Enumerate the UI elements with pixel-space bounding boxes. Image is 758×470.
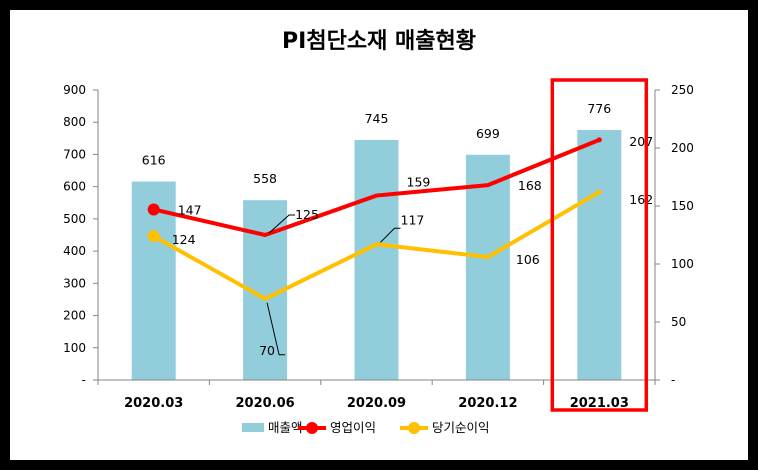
x-tick-label: 2021.03 [570,396,629,411]
right-tick-label: 200 [671,141,694,155]
line-value-label: 124 [172,232,196,247]
x-tick-label: 2020.09 [347,396,406,411]
legend-marker-당기순이익 [408,422,420,434]
line-value-label: 207 [629,134,653,149]
right-tick-label: 250 [671,83,694,97]
right-tick-label: 150 [671,199,694,213]
left-tick-label: 100 [63,341,86,355]
marker-영업이익 [147,203,160,216]
bar-value-label: 745 [365,111,389,126]
left-tick-label: 800 [63,115,86,129]
marker-당기순이익 [147,230,160,243]
bar-series [131,129,622,380]
line-value-label: 125 [295,207,319,222]
right-tick-label: 50 [671,315,686,329]
chart-frame: PI첨단소재 매출현황 900 800 700 600 500 400 300 200 100 -… [10,10,748,460]
legend-swatch-매출액 [242,423,264,432]
line-value-label: 159 [407,175,431,190]
leader-line [380,227,401,243]
legend: 매출액 영업이익 당기순이익 [242,420,490,435]
bar-value-label: 699 [476,126,500,141]
line-series [147,137,602,301]
sales-chart: PI첨단소재 매출현황 900 800 700 600 500 400 300 200 100 -… [63,29,694,435]
line-영업이익 [153,138,601,237]
line-당기순이익 [152,190,601,301]
left-tick-label: 400 [63,244,86,258]
line-value-label: 106 [516,252,540,267]
line-value-label: 162 [629,192,653,207]
x-tick-label: 2020.06 [235,396,294,411]
leader-line [266,302,286,356]
left-tick-label: 200 [63,309,86,323]
bar-value-label: 558 [253,171,277,186]
highlight-rect [550,78,649,412]
line-value-label: 70 [259,343,275,358]
left-tick-label: 900 [63,83,86,97]
legend-marker-영업이익 [306,422,318,434]
end-point-당기순이익 [596,189,602,195]
legend-label: 매출액 [268,420,303,435]
left-tick-label: 500 [63,212,86,226]
left-axis: 900 800 700 600 500 400 300 200 100 - [63,83,99,387]
end-point-영업이익 [596,137,602,143]
data-labels: 616 558 745 699 776 147 125 159 168 207 124 70 117 10… [142,101,653,358]
left-tick-label: 600 [63,180,86,194]
right-tick-label: - [671,373,675,387]
bar-2020.12 [465,154,510,380]
bar-value-label: 776 [587,101,611,116]
left-tick-label: 300 [63,276,86,290]
x-axis: 2020.03 2020.06 2020.09 2020.12 2021.03 [97,379,656,411]
bar-value-label: 616 [142,153,166,168]
left-tick-label: - [82,373,86,387]
leader-line [268,214,296,234]
legend-label: 영업이익 [330,420,376,435]
chart-title: PI첨단소재 매출현황 [282,29,476,54]
x-tick-label: 2020.12 [458,396,517,411]
bar-2021.03 [577,129,622,380]
right-axis: 250 200 150 100 50 - [654,83,694,387]
bar-2020.09 [354,139,399,380]
line-value-label: 117 [401,212,425,227]
right-tick-label: 100 [671,257,694,271]
left-tick-label: 700 [63,147,86,161]
line-value-label: 168 [518,178,542,193]
line-value-label: 147 [178,202,202,217]
highlight-box [550,78,649,412]
x-tick-label: 2020.03 [124,396,183,411]
legend-label: 당기순이익 [432,420,490,435]
